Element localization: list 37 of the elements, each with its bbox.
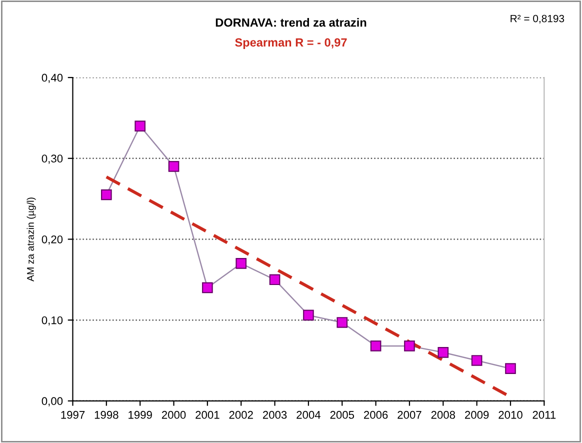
- point: [370, 340, 382, 352]
- x-tick-label: 2003: [262, 410, 287, 419]
- point: [236, 258, 247, 269]
- point: [438, 346, 449, 358]
- x-tick-label: 2008: [431, 410, 456, 419]
- x-tick-label: 2005: [330, 410, 354, 419]
- x-tick-label: 2006: [364, 410, 388, 419]
- text: R² = 0,8193: [510, 14, 564, 24]
- point: [101, 189, 112, 200]
- point: [303, 310, 314, 321]
- point: [336, 317, 348, 328]
- chart-title: DORNAVA: trend za atrazin: [216, 18, 366, 27]
- x-tick-label: 1999: [128, 410, 152, 419]
- x-tick-label: 2002: [229, 410, 253, 419]
- point: [404, 340, 415, 352]
- y-tick-label: 0,40: [42, 74, 63, 83]
- y-tick-label: 0,10: [42, 316, 63, 326]
- x-tick-label: 2007: [398, 410, 422, 419]
- y-tick-label: 0,30: [42, 154, 63, 164]
- point: [471, 355, 482, 366]
- y-axis-title: AM za atrazin (µg/l): [26, 198, 36, 282]
- x-tick-label: 2004: [296, 410, 320, 419]
- point: [134, 120, 146, 132]
- point: [168, 161, 180, 172]
- x-tick-label: 2011: [532, 410, 556, 419]
- point: [269, 274, 280, 286]
- y-tick-label: 0,00: [42, 397, 63, 406]
- x-tick-label: 2010: [498, 410, 522, 419]
- x-tick-label: 2009: [465, 410, 489, 419]
- y-tick-label: 0,20: [42, 235, 63, 245]
- x-tick-label: 1997: [61, 410, 85, 419]
- x-tick-label: 2000: [162, 410, 186, 419]
- point: [202, 282, 213, 294]
- chart-subtitle: Spearman R = - 0,97: [235, 38, 347, 49]
- point: [505, 363, 516, 374]
- x-tick-label: 2001: [196, 410, 220, 419]
- x-tick-label: 1998: [94, 410, 118, 419]
